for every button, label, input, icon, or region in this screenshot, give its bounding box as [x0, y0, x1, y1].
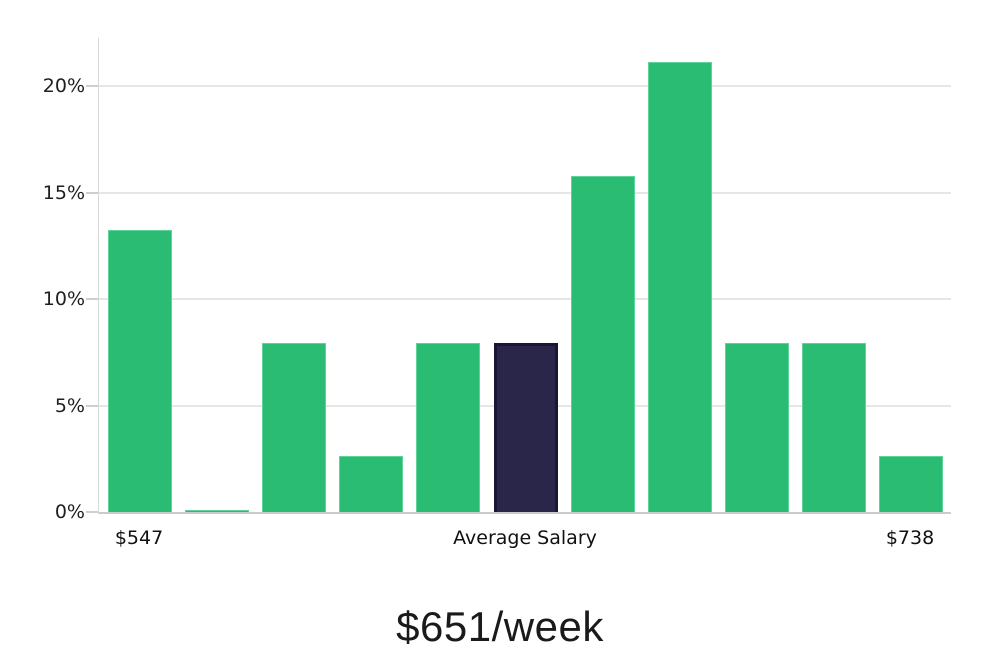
y-tick-mark — [86, 405, 98, 407]
bar-salary-bucket-0 — [108, 230, 172, 512]
bar-salary-bucket-8 — [725, 343, 789, 512]
y-tick-mark — [86, 192, 98, 194]
bar-salary-bucket-6 — [571, 176, 635, 512]
plot-area: 0% 5% 10% 15% 20% — [43, 38, 951, 522]
bar-average-salary — [494, 343, 558, 512]
y-tick-label: 10% — [42, 288, 85, 310]
y-tick-label: 5% — [54, 395, 85, 417]
bar-salary-bucket-7 — [648, 62, 712, 512]
gridline-15% — [99, 192, 951, 194]
x-axis-label: $738 — [885, 527, 935, 549]
y-tick-label: 15% — [42, 182, 85, 204]
y-tick-mark — [86, 85, 98, 87]
bar-salary-bucket-9 — [802, 343, 866, 512]
bar-salary-bucket-2 — [262, 343, 326, 512]
y-tick-label: 20% — [42, 75, 85, 97]
chart-title: $651/week — [396, 603, 604, 650]
gridline-10% — [99, 298, 951, 300]
x-axis-label: $547 — [114, 527, 164, 549]
y-tick-mark — [86, 298, 98, 300]
gridline-20% — [99, 85, 951, 87]
x-axis-labels: $547 Average Salary $738 — [98, 527, 950, 557]
x-axis-label: Average Salary — [453, 527, 597, 549]
y-tick-mark — [86, 511, 98, 513]
y-tick-label: 0% — [54, 501, 85, 523]
bar-salary-bucket-10 — [879, 456, 943, 512]
bar-salary-bucket-1 — [185, 510, 249, 512]
bar-salary-bucket-3 — [339, 456, 403, 512]
bar-salary-bucket-4 — [416, 343, 480, 512]
